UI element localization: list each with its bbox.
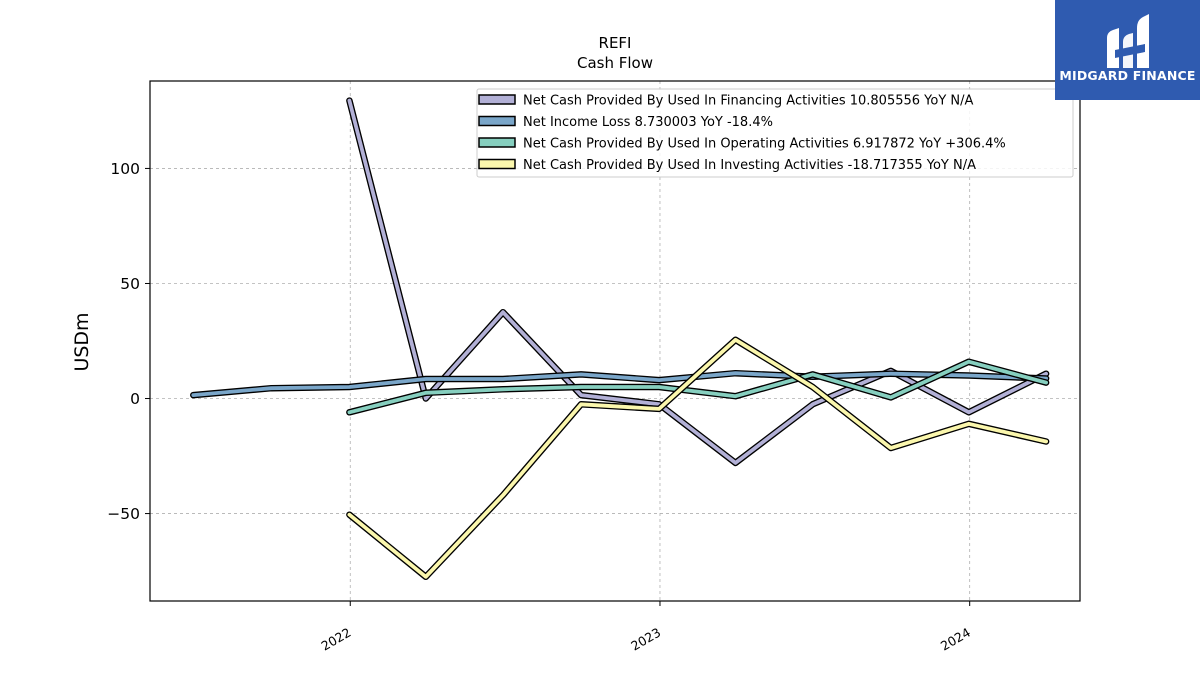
legend-swatch (478, 158, 516, 170)
x-tick-label: 2022 (318, 625, 353, 654)
legend: Net Cash Provided By Used In Financing A… (476, 88, 1074, 178)
legend-swatch (478, 115, 516, 127)
x-tick-label: 2023 (628, 625, 663, 654)
legend-label: Net Cash Provided By Used In Operating A… (523, 137, 1006, 152)
series-line (346, 97, 1050, 467)
chart-subtitle: Cash Flow (577, 54, 653, 72)
series-line (346, 358, 1050, 416)
series-line-fill (191, 371, 1048, 398)
series-lines (190, 97, 1050, 581)
legend-swatch (478, 137, 516, 148)
chart-title: REFI (599, 34, 632, 52)
plot-frame (149, 80, 1081, 602)
legend-box (476, 88, 1074, 178)
logo-mark-icon (1107, 14, 1149, 68)
logo: MIDGARD FINANCE (1055, 0, 1200, 100)
y-tick-label: −50 (107, 505, 140, 523)
legend-label: Net Income Loss 8.730003 YoY -18.4% (523, 115, 773, 130)
series-line (190, 369, 1050, 399)
logo-text: MIDGARD FINANCE (1059, 68, 1196, 83)
series-line (346, 336, 1050, 581)
y-axis-label: USDm (71, 312, 93, 371)
series-line-fill (347, 337, 1048, 579)
legend-label: Net Cash Provided By Used In Financing A… (523, 94, 974, 109)
y-tick-label: 100 (110, 160, 140, 178)
series-line-fill (347, 98, 1048, 465)
y-tick-label: 0 (130, 390, 140, 408)
x-tick-label: 2024 (938, 625, 973, 654)
legend-label: Net Cash Provided By Used In Investing A… (523, 158, 976, 173)
y-tick-label: 50 (120, 275, 140, 293)
legend-swatch (478, 94, 516, 105)
series-line-fill (347, 359, 1048, 415)
